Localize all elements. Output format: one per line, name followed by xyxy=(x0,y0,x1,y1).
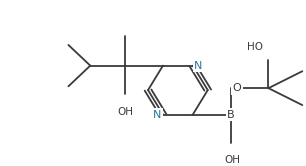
Text: O: O xyxy=(233,83,241,93)
Text: N: N xyxy=(194,61,203,71)
Text: OH: OH xyxy=(117,107,133,117)
Text: B: B xyxy=(227,110,234,120)
Text: N: N xyxy=(153,110,162,120)
Text: OH: OH xyxy=(225,155,241,165)
Text: HO: HO xyxy=(247,42,263,52)
